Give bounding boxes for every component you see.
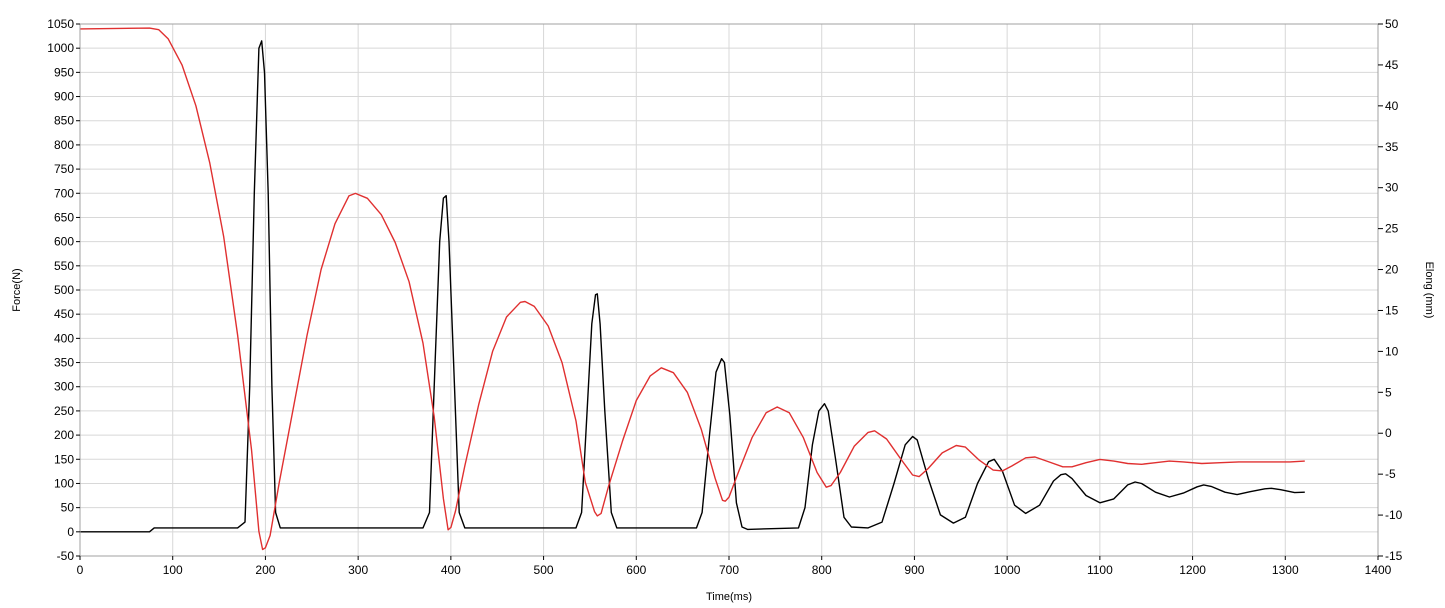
y-left-tick-label: 450 <box>54 307 74 321</box>
y-right-tick-label: 5 <box>1385 385 1392 399</box>
y-left-tick-label: 1050 <box>47 17 74 31</box>
x-tick-label: 600 <box>626 563 646 577</box>
y-axis-left: -50 0 50 100 150 200 250 300 350 400 450 500 550 600 6… <box>47 17 80 563</box>
y-left-tick-label: -50 <box>57 549 75 563</box>
y-left-tick-label: 50 <box>61 501 75 515</box>
y-axis-right: -15 -10 -5 0 5 10 15 20 25 30 35 40 45 50 <box>1378 17 1403 563</box>
y-right-tick-label: 45 <box>1385 58 1399 72</box>
x-tick-label: 1300 <box>1272 563 1299 577</box>
y-left-tick-label: 750 <box>54 162 74 176</box>
x-axis-title: Time(ms) <box>706 591 752 603</box>
y-left-axis-title: Force(N) <box>11 268 23 311</box>
y-right-tick-label: 35 <box>1385 140 1399 154</box>
y-left-tick-label: 100 <box>54 476 74 490</box>
x-tick-label: 200 <box>255 563 275 577</box>
y-left-tick-label: 900 <box>54 90 74 104</box>
y-left-tick-label: 200 <box>54 428 74 442</box>
x-axis: 0 100 200 300 400 500 600 700 800 900 1000 1100 1200… <box>77 556 1392 577</box>
x-tick-label: 400 <box>441 563 461 577</box>
x-tick-label: 800 <box>812 563 832 577</box>
series-line-elongation <box>79 27 1305 551</box>
y-right-tick-label: -15 <box>1385 549 1403 563</box>
y-left-tick-label: 550 <box>54 259 74 273</box>
y-right-tick-label: -5 <box>1385 467 1396 481</box>
y-right-tick-label: 30 <box>1385 181 1399 195</box>
x-tick-label: 900 <box>904 563 924 577</box>
y-right-tick-label: 25 <box>1385 222 1399 236</box>
series-layer <box>79 27 1305 551</box>
y-left-tick-label: 350 <box>54 356 74 370</box>
y-right-tick-label: 15 <box>1385 303 1399 317</box>
y-right-tick-label: 20 <box>1385 263 1399 277</box>
y-right-tick-label: 40 <box>1385 99 1399 113</box>
y-left-tick-label: 300 <box>54 380 74 394</box>
x-tick-label: 1400 <box>1365 563 1392 577</box>
y-left-tick-label: 650 <box>54 210 74 224</box>
y-left-tick-label: 1000 <box>47 41 74 55</box>
x-tick-label: 300 <box>348 563 368 577</box>
y-left-tick-label: 700 <box>54 186 74 200</box>
y-left-tick-label: 0 <box>67 525 74 539</box>
series-line-force <box>80 40 1305 533</box>
x-tick-label: 1200 <box>1179 563 1206 577</box>
y-left-tick-label: 400 <box>54 331 74 345</box>
x-tick-label: 100 <box>163 563 183 577</box>
y-right-axis-title: Elong (mm) <box>1423 262 1435 319</box>
x-tick-label: 1100 <box>1087 563 1113 577</box>
x-tick-label: 1000 <box>994 563 1021 577</box>
y-right-tick-label: 0 <box>1385 426 1392 440</box>
y-right-tick-label: 50 <box>1385 17 1399 31</box>
y-left-tick-label: 500 <box>54 283 74 297</box>
y-left-tick-label: 850 <box>54 114 74 128</box>
y-left-tick-label: 800 <box>54 138 74 152</box>
y-right-tick-label: -10 <box>1385 508 1403 522</box>
x-tick-label: 500 <box>534 563 554 577</box>
x-tick-label: 0 <box>77 563 84 577</box>
y-right-tick-label: 10 <box>1385 344 1399 358</box>
x-tick-label: 700 <box>719 563 739 577</box>
y-left-tick-label: 950 <box>54 65 74 79</box>
y-left-tick-label: 150 <box>54 452 74 466</box>
y-left-tick-label: 250 <box>54 404 74 418</box>
y-left-tick-label: 600 <box>54 235 74 249</box>
